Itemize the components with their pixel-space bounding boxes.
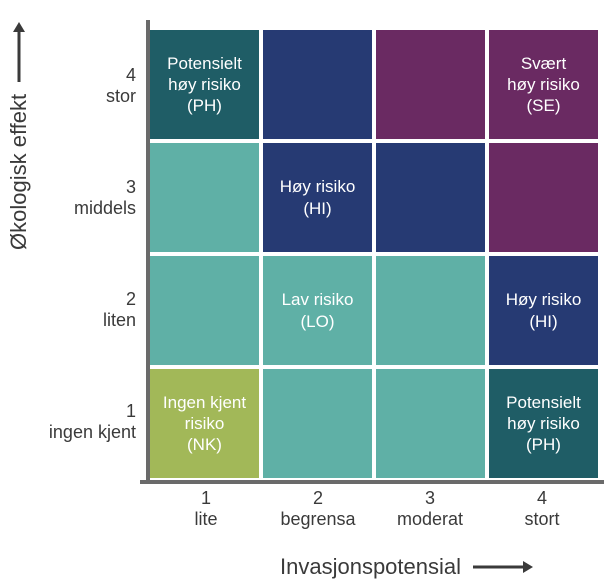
risk-cell-line: (HI)	[303, 198, 331, 219]
risk-cell-line: Svært	[521, 53, 566, 74]
x-tick-num: 3	[374, 488, 486, 509]
x-axis-ticks: 1 lite 2 begrensa 3 moderat 4 stort	[150, 488, 598, 534]
x-tick: 1 lite	[150, 488, 262, 534]
x-tick: 3 moderat	[374, 488, 486, 534]
risk-cell-line: (HI)	[529, 311, 557, 332]
x-tick-word: moderat	[374, 509, 486, 530]
y-tick-word: ingen kjent	[49, 422, 136, 443]
risk-cell: Potensielthøy risiko(PH)	[150, 30, 259, 139]
risk-cell-line: (NK)	[187, 434, 222, 455]
x-tick-word: stort	[486, 509, 598, 530]
y-tick: 3 middels	[38, 142, 142, 254]
y-tick-word: middels	[74, 198, 136, 219]
x-axis-line	[140, 480, 604, 484]
risk-cell	[376, 256, 485, 365]
risk-cell: Potensielthøy risiko(PH)	[489, 369, 598, 478]
x-tick-num: 4	[486, 488, 598, 509]
y-tick-num: 2	[126, 289, 136, 310]
risk-cell-line: Lav risiko	[282, 289, 354, 310]
x-axis-title: Invasjonspotensial	[280, 554, 461, 580]
risk-cell	[376, 369, 485, 478]
y-tick-num: 3	[126, 177, 136, 198]
x-tick-word: lite	[150, 509, 262, 530]
risk-cell	[489, 143, 598, 252]
y-axis-title-group: Økologisk effekt	[6, 22, 32, 250]
arrow-right-icon	[473, 560, 533, 574]
grid-wrap: Potensielthøy risiko(PH)Sværthøy risiko(…	[150, 30, 598, 478]
risk-cell-line: Potensielt	[167, 53, 242, 74]
y-tick-word: stor	[106, 86, 136, 107]
risk-matrix-chart: Økologisk effekt Invasjonspotensial 4 st…	[0, 0, 610, 588]
risk-cell-line: høy risiko	[507, 74, 580, 95]
risk-grid: Potensielthøy risiko(PH)Sværthøy risiko(…	[150, 30, 598, 478]
risk-cell	[263, 30, 372, 139]
risk-cell: Høy risiko(HI)	[489, 256, 598, 365]
risk-cell	[376, 30, 485, 139]
y-tick-num: 4	[126, 65, 136, 86]
risk-cell	[150, 256, 259, 365]
risk-cell	[263, 369, 372, 478]
risk-cell-line: høy risiko	[507, 413, 580, 434]
risk-cell	[150, 143, 259, 252]
risk-cell-line: (LO)	[301, 311, 335, 332]
risk-cell: Ingen kjentrisiko(NK)	[150, 369, 259, 478]
y-tick-num: 1	[126, 401, 136, 422]
x-tick-num: 2	[262, 488, 374, 509]
y-axis-title: Økologisk effekt	[6, 94, 32, 250]
risk-cell-line: (SE)	[527, 95, 561, 116]
risk-cell-line: Høy risiko	[506, 289, 582, 310]
y-tick: 1 ingen kjent	[38, 366, 142, 478]
risk-cell-line: Ingen kjent	[163, 392, 246, 413]
x-tick: 2 begrensa	[262, 488, 374, 534]
y-tick: 4 stor	[38, 30, 142, 142]
risk-cell	[376, 143, 485, 252]
x-tick-num: 1	[150, 488, 262, 509]
risk-cell-line: risiko	[185, 413, 225, 434]
y-tick-word: liten	[103, 310, 136, 331]
risk-cell-line: Høy risiko	[280, 176, 356, 197]
risk-cell: Sværthøy risiko(SE)	[489, 30, 598, 139]
y-axis-ticks: 4 stor 3 middels 2 liten 1 ingen kjent	[38, 30, 142, 478]
x-axis-title-group: Invasjonspotensial	[280, 554, 533, 580]
risk-cell-line: (PH)	[187, 95, 222, 116]
x-tick: 4 stort	[486, 488, 598, 534]
x-tick-word: begrensa	[262, 509, 374, 530]
y-tick: 2 liten	[38, 254, 142, 366]
risk-cell-line: høy risiko	[168, 74, 241, 95]
risk-cell: Høy risiko(HI)	[263, 143, 372, 252]
risk-cell: Lav risiko(LO)	[263, 256, 372, 365]
risk-cell-line: Potensielt	[506, 392, 581, 413]
risk-cell-line: (PH)	[526, 434, 561, 455]
arrow-up-icon	[12, 22, 26, 82]
